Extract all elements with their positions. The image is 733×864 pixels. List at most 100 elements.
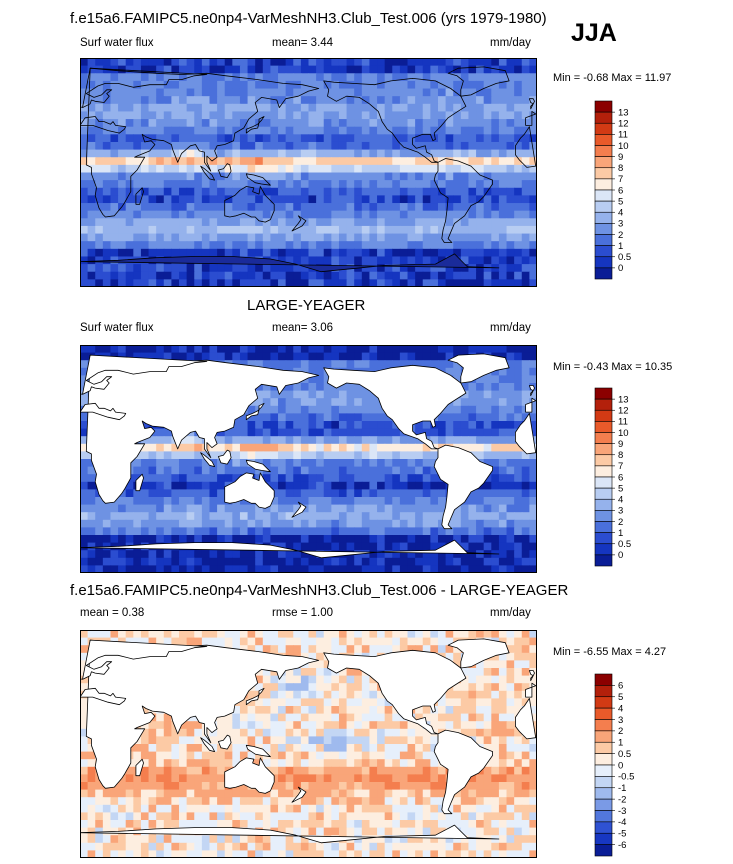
panel2-cell <box>133 345 142 354</box>
panel3-cell <box>338 690 348 699</box>
panel2-cell <box>140 352 150 361</box>
panel3-cell <box>453 698 462 707</box>
panel2-cell <box>232 535 241 544</box>
panel1-cell <box>300 264 310 273</box>
panel1-cell <box>361 187 371 196</box>
panel2-cell <box>506 345 515 354</box>
panel1-cell <box>476 58 485 67</box>
panel1-cell <box>384 103 393 113</box>
panel1-cell <box>399 80 409 90</box>
panel1-cell <box>232 248 241 258</box>
panel3-cell <box>163 637 172 646</box>
panel3-cell <box>209 782 218 791</box>
panel3-cell <box>331 728 340 737</box>
panel1-cell <box>316 58 325 67</box>
panel2-cell <box>346 390 355 399</box>
panel1-cell <box>415 256 424 265</box>
panel3-cell <box>285 751 294 760</box>
panel3-cell <box>377 713 386 722</box>
panel2-cell <box>156 443 165 452</box>
panel2-cell <box>323 497 332 506</box>
panel2-cell <box>186 489 195 498</box>
panel2-cell <box>316 535 325 544</box>
panel1-cell <box>171 203 180 212</box>
panel2-colorbar-box <box>594 409 613 422</box>
panel3-cell <box>278 675 287 684</box>
panel1-cell <box>453 96 462 105</box>
panel1-cell <box>498 103 508 113</box>
panel1-cell <box>422 218 431 227</box>
panel2-cell <box>163 436 172 445</box>
panel2-cell <box>300 345 310 354</box>
panel1-cell <box>87 256 96 265</box>
panel2-cell <box>224 557 233 566</box>
panel1-cell <box>148 248 157 258</box>
panel3-cell <box>399 721 409 730</box>
panel2-cell <box>118 489 127 498</box>
panel1-cell <box>118 103 127 113</box>
panel1-cell <box>384 73 393 82</box>
panel3-cell <box>163 744 172 753</box>
panel2-cell <box>384 527 393 536</box>
panel2-cell <box>247 550 256 559</box>
panel1-cell <box>377 264 386 273</box>
panel1-cell <box>239 149 249 158</box>
panel2-cell <box>194 474 203 483</box>
panel2-cell <box>384 535 393 544</box>
panel3-cell <box>529 713 537 722</box>
panel3-cell <box>148 751 157 760</box>
panel1-cell <box>483 233 492 242</box>
panel1-cell <box>179 149 188 158</box>
panel2-cell <box>346 497 355 506</box>
panel2-cell <box>262 360 272 369</box>
panel2-cell <box>140 512 150 521</box>
panel1-cell <box>354 195 363 204</box>
panel2-cell <box>308 345 317 354</box>
panel3-cell <box>171 774 180 783</box>
panel1-cell <box>323 80 332 90</box>
panel1-cell <box>491 233 500 242</box>
panel3-cell <box>331 744 340 753</box>
panel2-cell <box>247 565 256 573</box>
panel2-cell <box>95 550 104 559</box>
panel2-cell <box>468 504 477 513</box>
panel3-cell <box>285 744 294 753</box>
panel1-cell <box>430 203 439 212</box>
panel2-cell <box>278 398 287 407</box>
panel1-cell <box>308 203 317 212</box>
panel2-cell <box>140 345 150 354</box>
panel2-cell <box>186 459 195 468</box>
panel1-cell <box>148 119 157 128</box>
panel1-cell <box>80 80 89 90</box>
panel2-land-greenland <box>447 353 510 384</box>
panel3-cell <box>437 721 447 730</box>
panel1-cell <box>323 225 332 235</box>
panel2-cell <box>316 390 325 399</box>
panel2-cell <box>194 527 203 536</box>
panel2-cell <box>285 352 294 361</box>
panel3-cell <box>278 706 287 715</box>
panel1-cell <box>102 58 112 67</box>
panel1-cell <box>437 88 447 97</box>
panel1-cell <box>278 126 287 135</box>
panel1-land-eurasia-africa <box>525 111 537 126</box>
panel3-cell <box>285 713 294 722</box>
panel2-cell <box>437 413 447 422</box>
panel2-cell <box>506 451 515 460</box>
panel1-cell <box>476 164 485 174</box>
panel3-cell <box>346 683 355 692</box>
panel2-cell <box>468 535 477 544</box>
panel1-cell <box>110 248 119 258</box>
panel2-cell <box>506 542 515 551</box>
panel3-cell <box>407 774 416 783</box>
panel1-cell <box>377 164 386 174</box>
panel2-cell <box>125 352 134 361</box>
panel2-cell <box>163 345 172 354</box>
panel3-cell <box>171 759 180 768</box>
panel2-cell <box>369 535 378 544</box>
panel2-cell <box>323 421 332 430</box>
panel1-cell <box>521 58 530 67</box>
panel1-cell <box>491 88 500 97</box>
panel1-cell <box>316 279 325 287</box>
panel3-cell <box>293 774 302 783</box>
